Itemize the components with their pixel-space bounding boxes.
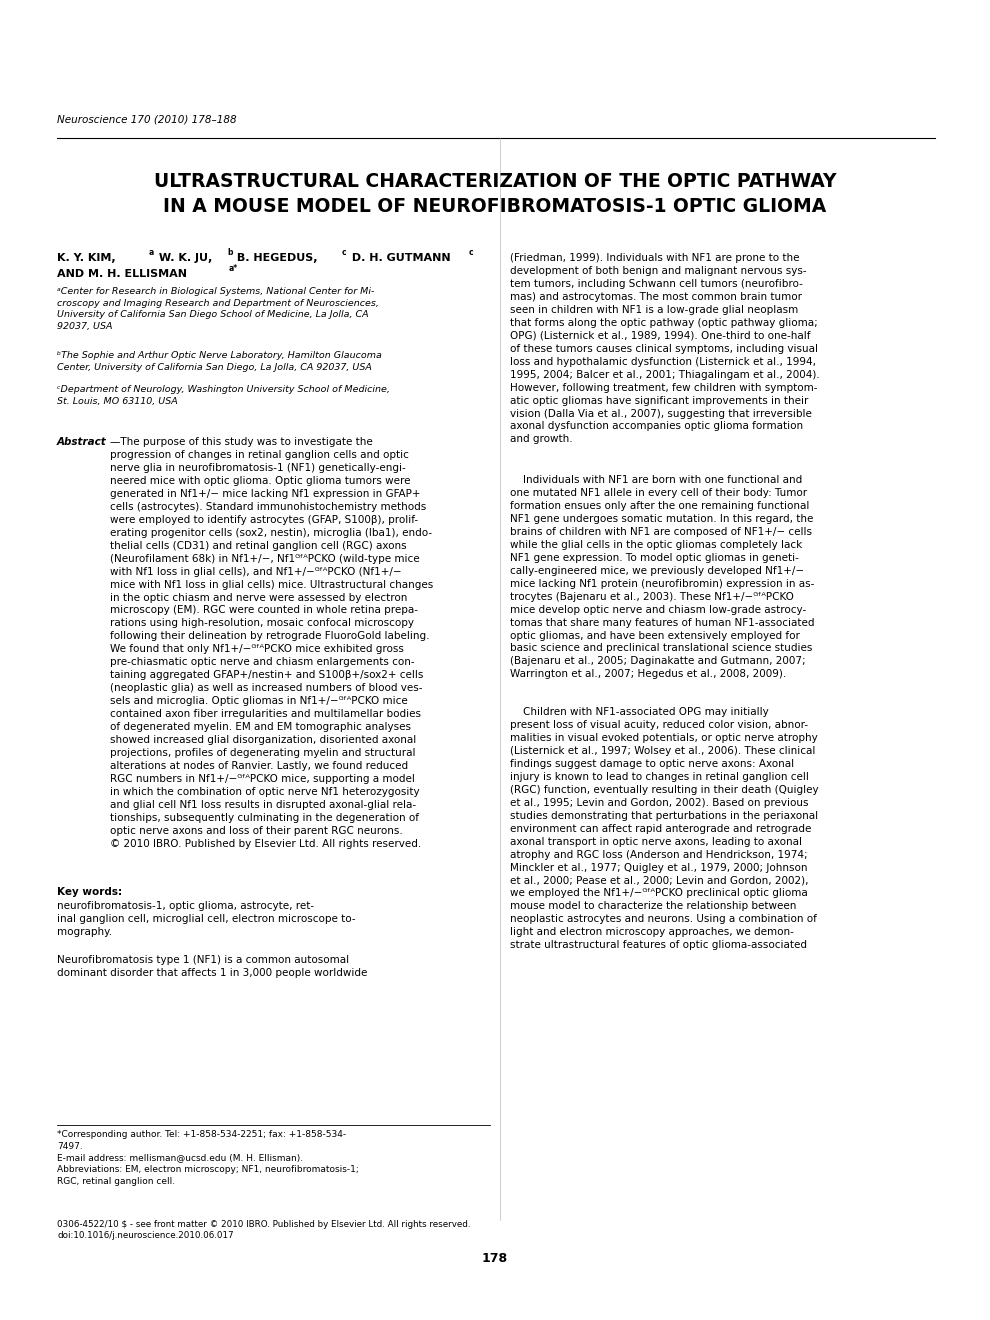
Text: AND M. H. ELLISMAN: AND M. H. ELLISMAN xyxy=(57,269,187,279)
Text: ULTRASTRUCTURAL CHARACTERIZATION OF THE OPTIC PATHWAY: ULTRASTRUCTURAL CHARACTERIZATION OF THE … xyxy=(153,172,837,191)
Text: W. K. JU,: W. K. JU, xyxy=(155,253,212,263)
Text: a: a xyxy=(149,248,154,257)
Text: Neuroscience 170 (2010) 178–188: Neuroscience 170 (2010) 178–188 xyxy=(57,115,237,125)
Text: Key words:: Key words: xyxy=(57,887,122,898)
Text: Neurofibromatosis type 1 (NF1) is a common autosomal
dominant disorder that affe: Neurofibromatosis type 1 (NF1) is a comm… xyxy=(57,954,367,978)
Text: 178: 178 xyxy=(482,1251,508,1265)
Text: K. Y. KIM,: K. Y. KIM, xyxy=(57,253,116,263)
Text: *Corresponding author. Tel: +1-858-534-2251; fax: +1-858-534-
7497.
E-mail addre: *Corresponding author. Tel: +1-858-534-2… xyxy=(57,1130,358,1185)
Text: 0306-4522/10 $ - see front matter © 2010 IBRO. Published by Elsevier Ltd. All ri: 0306-4522/10 $ - see front matter © 2010… xyxy=(57,1220,470,1229)
Text: doi:10.1016/j.neuroscience.2010.06.017: doi:10.1016/j.neuroscience.2010.06.017 xyxy=(57,1232,234,1239)
Text: ᵃCenter for Research in Biological Systems, National Center for Mi-
croscopy and: ᵃCenter for Research in Biological Syste… xyxy=(57,286,379,331)
Text: Abstract: Abstract xyxy=(57,437,107,447)
Text: a*: a* xyxy=(229,264,239,273)
Text: (Friedman, 1999). Individuals with NF1 are prone to the
development of both beni: (Friedman, 1999). Individuals with NF1 a… xyxy=(510,253,820,445)
Text: neurofibromatosis-1, optic glioma, astrocyte, ret-
inal ganglion cell, microglia: neurofibromatosis-1, optic glioma, astro… xyxy=(57,902,355,937)
Text: Individuals with NF1 are born with one functional and
one mutated NF1 allele in : Individuals with NF1 are born with one f… xyxy=(510,475,815,680)
Text: ᶜDepartment of Neurology, Washington University School of Medicine,
St. Louis, M: ᶜDepartment of Neurology, Washington Uni… xyxy=(57,385,390,405)
Text: c: c xyxy=(342,248,346,257)
Text: ᵇThe Sophie and Arthur Optic Nerve Laboratory, Hamilton Glaucoma
Center, Univers: ᵇThe Sophie and Arthur Optic Nerve Labor… xyxy=(57,351,382,372)
Text: —The purpose of this study was to investigate the
progression of changes in reti: —The purpose of this study was to invest… xyxy=(110,437,434,849)
Text: b: b xyxy=(227,248,233,257)
Text: IN A MOUSE MODEL OF NEUROFIBROMATOSIS-1 OPTIC GLIOMA: IN A MOUSE MODEL OF NEUROFIBROMATOSIS-1 … xyxy=(163,197,827,216)
Text: D. H. GUTMANN: D. H. GUTMANN xyxy=(348,253,450,263)
Text: Children with NF1-associated OPG may initially
present loss of visual acuity, re: Children with NF1-associated OPG may ini… xyxy=(510,708,819,950)
Text: B. HEGEDUS,: B. HEGEDUS, xyxy=(233,253,318,263)
Text: c: c xyxy=(469,248,473,257)
